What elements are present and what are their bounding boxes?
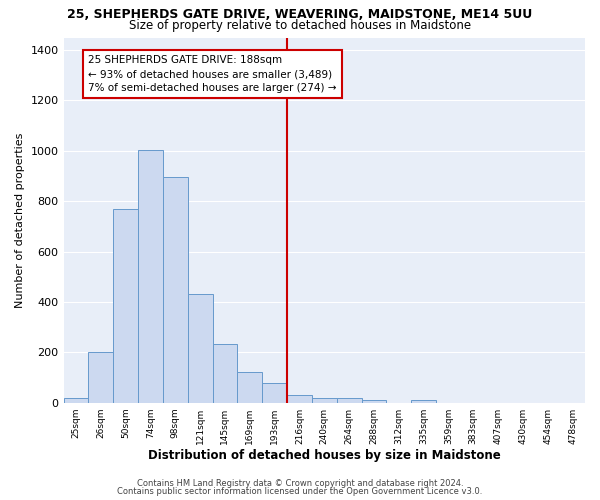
- Bar: [362, 400, 386, 402]
- Bar: [163, 178, 188, 402]
- Bar: [238, 372, 262, 402]
- Text: Size of property relative to detached houses in Maidstone: Size of property relative to detached ho…: [129, 18, 471, 32]
- Bar: [337, 398, 362, 402]
- Bar: [188, 294, 212, 403]
- Bar: [212, 344, 238, 402]
- Bar: [88, 352, 113, 403]
- X-axis label: Distribution of detached houses by size in Maidstone: Distribution of detached houses by size …: [148, 450, 500, 462]
- Bar: [64, 398, 88, 402]
- Bar: [411, 400, 436, 402]
- Text: 25 SHEPHERDS GATE DRIVE: 188sqm
← 93% of detached houses are smaller (3,489)
7% : 25 SHEPHERDS GATE DRIVE: 188sqm ← 93% of…: [88, 55, 337, 93]
- Text: Contains HM Land Registry data © Crown copyright and database right 2024.: Contains HM Land Registry data © Crown c…: [137, 478, 463, 488]
- Bar: [287, 395, 312, 402]
- Text: 25, SHEPHERDS GATE DRIVE, WEAVERING, MAIDSTONE, ME14 5UU: 25, SHEPHERDS GATE DRIVE, WEAVERING, MAI…: [67, 8, 533, 20]
- Bar: [312, 398, 337, 402]
- Bar: [138, 150, 163, 402]
- Text: Contains public sector information licensed under the Open Government Licence v3: Contains public sector information licen…: [118, 487, 482, 496]
- Y-axis label: Number of detached properties: Number of detached properties: [15, 132, 25, 308]
- Bar: [262, 382, 287, 402]
- Bar: [113, 209, 138, 402]
